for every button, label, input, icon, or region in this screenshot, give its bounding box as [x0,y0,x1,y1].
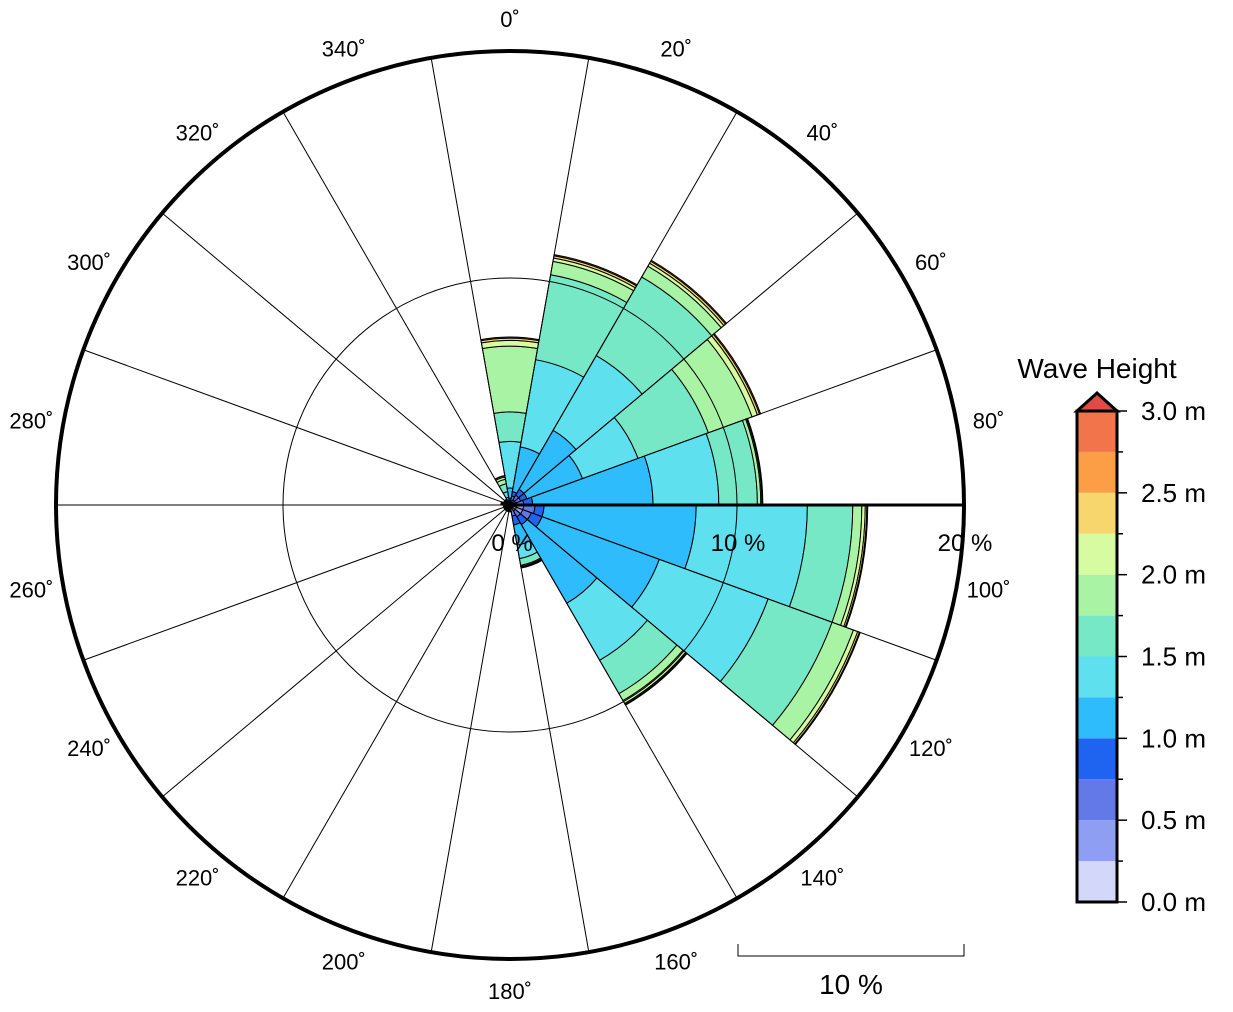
colorbar-overflow-triangle [1073,390,1121,413]
ring-labels: 0 % 10 % 20 % [491,530,992,557]
spoke-310 [161,212,511,506]
colorbar-band-4 [1077,697,1117,739]
spoke-210 [282,504,511,899]
sector-140 [509,504,688,706]
spoke-130 [509,504,859,798]
angle-label-340: 340˚ [322,36,366,61]
sector-60 [509,332,762,506]
colorbar-legend: Wave Height 0.0 m 0.5 m 1.0 m 1.5 m 2.0 m 2.5… [1017,353,1206,917]
colorbar-band-10 [1077,451,1117,493]
angle-label-240: 240˚ [67,736,111,761]
angle-labels: 0˚ 20˚ 40˚ 60˚ 80˚ 100˚ 120˚ 140˚ 160˚ 180˚ 200˚ 22… [9,7,1010,1004]
colorbar-title: Wave Height [1017,353,1176,384]
colorbar-band-9 [1077,492,1117,534]
outer-ring [54,49,966,961]
polar-grid [54,49,966,961]
spoke-250 [83,504,511,661]
colorbar-band-5 [1077,656,1117,698]
angle-label-100: 100˚ [967,577,1011,602]
colorbar-label-3: 1.5 m [1141,642,1206,672]
spoke-30 [509,111,738,506]
colorbar-label-2: 1.0 m [1141,723,1206,753]
spoke-10 [509,57,590,506]
angle-label-20: 20˚ [660,36,692,61]
scale-bar-line [737,944,965,957]
colorbar-label-6: 3.0 m [1141,396,1206,426]
ring-label-20: 20 % [938,530,993,557]
ring-label-10: 10 % [711,530,766,557]
colorbar-label-5: 2.5 m [1141,478,1206,508]
spoke-190 [430,504,511,953]
colorbar-band-8 [1077,533,1117,575]
colorbar-band-7 [1077,574,1117,616]
angle-label-180: 180˚ [488,979,532,1004]
sector-0-band-6 [493,411,527,443]
angle-label-0: 0˚ [500,7,520,32]
spoke-150 [509,504,738,899]
colorbar-band-1 [1077,820,1117,862]
angle-label-320: 320˚ [176,121,220,146]
angle-label-40: 40˚ [806,121,838,146]
angle-label-200: 200˚ [322,950,366,975]
scale-bar-label: 10 % [819,969,883,1000]
spoke-230 [161,504,511,798]
colorbar-band-0 [1077,861,1117,902]
colorbar-label-0: 0.0 m [1141,887,1206,917]
colorbar-band-11 [1077,411,1117,452]
sector-20 [509,254,638,506]
scale-bar: 10 % [737,944,965,1000]
spoke-110 [509,504,937,661]
colorbar-band-2 [1077,779,1117,821]
colorbar-label-1: 0.5 m [1141,805,1206,835]
colorbar-label-4: 2.0 m [1141,560,1206,590]
spoke-350 [430,57,511,506]
spoke-330 [282,111,511,506]
angle-label-260: 260˚ [9,577,53,602]
spoke-50 [509,212,859,506]
angle-label-220: 220˚ [176,865,220,890]
spoke-170 [509,504,590,953]
angle-label-80: 80˚ [973,409,1005,434]
angle-label-300: 300˚ [67,250,111,275]
colorbar-band-3 [1077,738,1117,780]
sector-80 [509,417,764,506]
angle-label-120: 120˚ [909,736,953,761]
angle-label-280: 280˚ [9,409,53,434]
spoke-70 [509,349,937,506]
colorbar-band-6 [1077,615,1117,657]
spoke-290 [83,349,511,506]
angle-label-160: 160˚ [654,950,698,975]
angle-label-60: 60˚ [915,250,947,275]
angle-label-140: 140˚ [800,865,844,890]
ring-label-0: 0 % [491,530,532,557]
